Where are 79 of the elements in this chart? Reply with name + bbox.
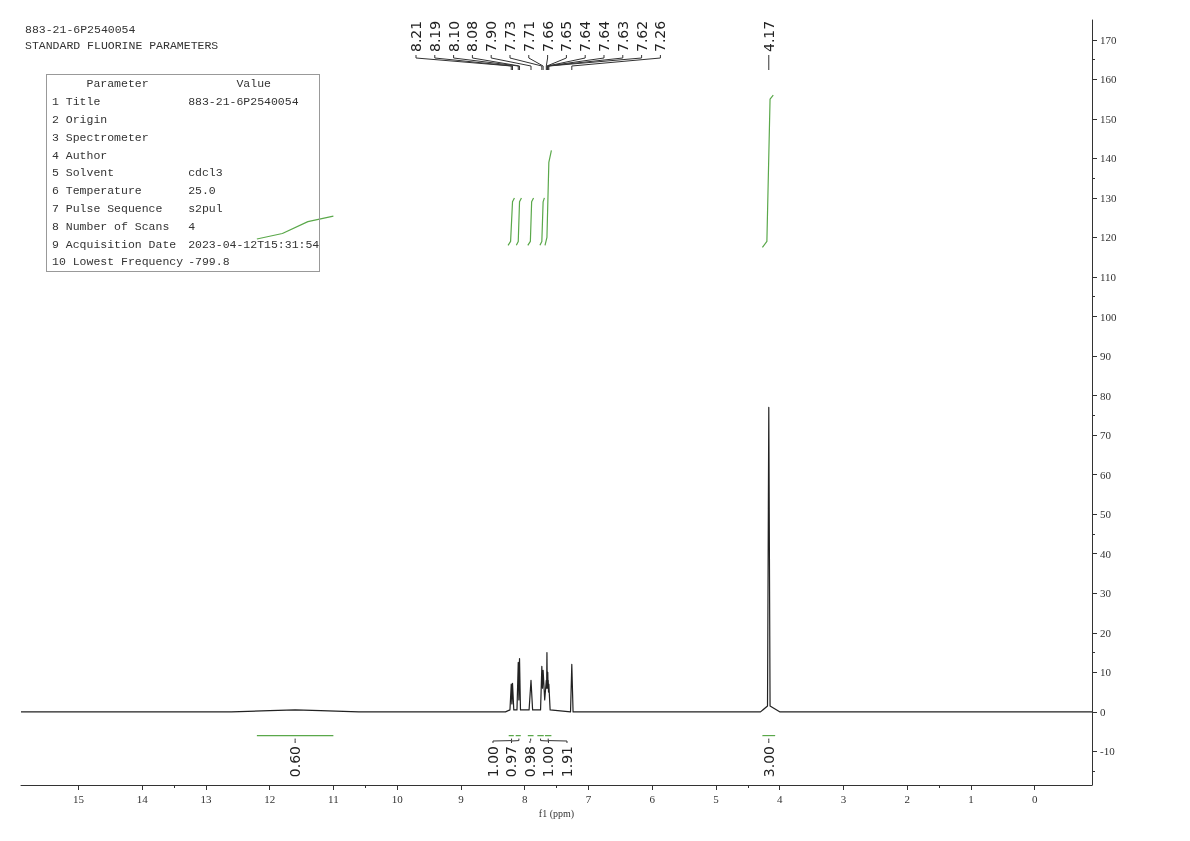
- annotation: 2 Origin: [51, 112, 109, 128]
- x-tick-label: 3: [840, 792, 847, 805]
- line-series: [527, 197, 535, 246]
- x-axis-title: f1 (ppm): [538, 808, 575, 821]
- text: 5 Solvent cdcl3: [52, 166, 223, 180]
- x-tick-label: 0: [1031, 792, 1038, 805]
- annotation: 8.21: [407, 20, 424, 52]
- annotation: 7.64: [577, 20, 594, 52]
- y-tick-label: 40: [1100, 547, 1112, 560]
- y-tick-label: 130: [1100, 191, 1117, 204]
- annotation: 7.64: [595, 20, 612, 52]
- text: 8 Number of Scans 4: [52, 219, 196, 233]
- y-tick-label: 70: [1100, 429, 1112, 442]
- annotation: 10 Lowest Frequency -799.8: [51, 254, 231, 271]
- annotation: 4.17: [760, 20, 777, 52]
- annotation: 7.66: [539, 20, 556, 52]
- annotation: 3.00: [760, 746, 777, 778]
- line-series: [539, 197, 545, 246]
- annotation: 1.91: [558, 746, 575, 778]
- line-series: [507, 197, 516, 246]
- y-tick-label: 100: [1100, 310, 1117, 323]
- x-tick-label: 14: [136, 792, 149, 805]
- annotation: 7.26: [652, 20, 669, 52]
- text: 6 Temperature 25.0: [52, 184, 216, 198]
- annotation: 0.60: [287, 746, 304, 778]
- y-tick-label: 90: [1100, 350, 1112, 363]
- line-series: [256, 215, 334, 240]
- chart-title: 883-21-6P2540054: [25, 22, 136, 36]
- y-tick-label: 170: [1100, 33, 1117, 46]
- annotation: 3 Spectrometer: [51, 129, 150, 146]
- annotation: 0.98: [521, 746, 538, 778]
- annotation: 7.73: [501, 20, 518, 52]
- x-tick-label: 7: [585, 792, 592, 805]
- x-tick-label: 5: [713, 792, 720, 805]
- annotation: 7.65: [558, 20, 575, 52]
- y-tick-label: 120: [1100, 231, 1117, 244]
- text: 7 Pulse Sequence s2pul: [52, 201, 223, 215]
- annotation: 7.90: [483, 20, 500, 52]
- annotation: 7.62: [633, 20, 650, 52]
- x-tick-label: 10: [391, 792, 404, 805]
- line-series: [20, 406, 1093, 713]
- line-series: [515, 197, 523, 246]
- annotation: 7.63: [614, 20, 631, 52]
- y-tick-label: 20: [1100, 626, 1112, 639]
- annotation: 1.00: [540, 746, 557, 778]
- y-tick-label: 50: [1100, 508, 1112, 521]
- y-tick-label: -10: [1100, 745, 1116, 758]
- y-tick-label: 150: [1100, 112, 1117, 125]
- y-tick-label: 30: [1100, 587, 1112, 600]
- y-tick-label: 140: [1100, 152, 1117, 165]
- y-tick-label: 80: [1100, 389, 1112, 402]
- line-series: [544, 149, 552, 246]
- x-tick-label: 9: [458, 792, 465, 805]
- text: 1 Title 883-21-6P2540054: [52, 95, 299, 109]
- annotation: 1.00: [484, 746, 501, 778]
- x-tick-label: 12: [264, 792, 276, 805]
- annotation: 8.10: [445, 20, 462, 52]
- y-tick-label: 60: [1100, 468, 1112, 481]
- annotation: 8.19: [426, 20, 443, 52]
- x-tick-label: 13: [200, 792, 212, 805]
- x-tick-label: 11: [328, 792, 339, 805]
- y-tick-label: 0: [1100, 705, 1106, 718]
- annotation: 8.08: [464, 20, 481, 52]
- y-tick-label: 110: [1100, 270, 1117, 283]
- text: STANDARD FLUORINE PARAMETERS: [25, 38, 219, 52]
- annotation: 0.97: [503, 746, 520, 778]
- x-tick-label: 6: [649, 792, 656, 805]
- annotation: 7.71: [520, 20, 537, 52]
- text: Parameter Value: [86, 77, 271, 91]
- x-tick-label: 15: [72, 792, 85, 805]
- x-tick-label: 1: [968, 792, 974, 805]
- x-tick-label: 8: [521, 792, 528, 805]
- line-series: [761, 94, 774, 248]
- x-tick-label: 2: [904, 792, 910, 805]
- y-tick-label: 160: [1100, 73, 1117, 86]
- annotation: 4 Author: [51, 147, 109, 164]
- annotation: 9 Acquisition Date 2023-04-12T15:31:54: [51, 236, 320, 253]
- x-tick-label: 4: [776, 792, 783, 805]
- y-tick-label: 10: [1100, 666, 1112, 679]
